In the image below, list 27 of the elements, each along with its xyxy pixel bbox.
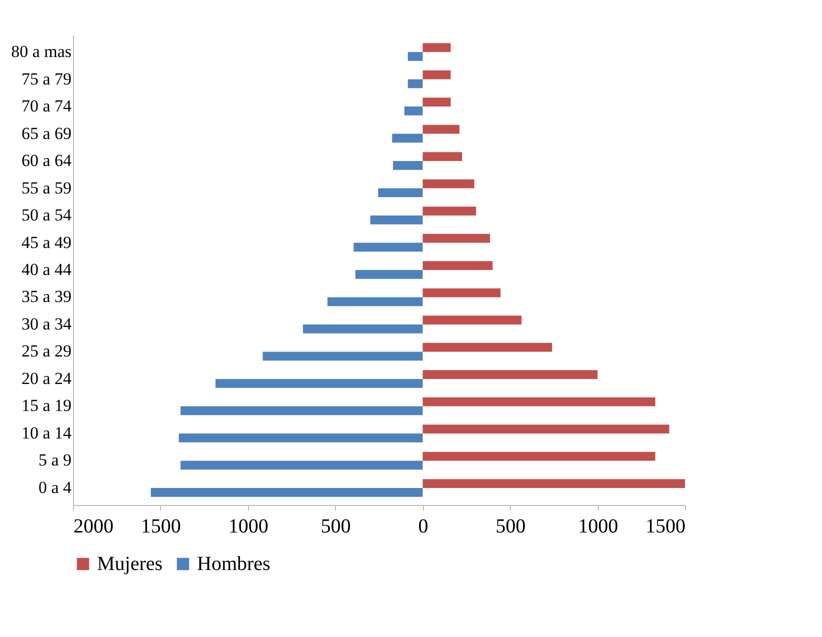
x-tick-label: 1000 (578, 516, 618, 538)
y-tick-label: 30 a 34 (21, 314, 72, 334)
y-tick-label: 0 a 4 (38, 478, 72, 497)
x-tick-label: 2000 (74, 516, 114, 538)
x-tick-label: 500 (496, 516, 526, 538)
x-tick-label: 1500 (646, 516, 686, 538)
legend-label: Mujeres (97, 553, 163, 575)
y-tick-label: 10 a 14 (21, 423, 72, 442)
x-tick-label: 0 (418, 516, 428, 538)
x-tick-label: 1500 (140, 516, 181, 538)
legend-label: Hombres (197, 553, 271, 575)
y-tick-label: 75 a 79 (21, 69, 72, 88)
y-tick-label: 35 a 39 (21, 287, 72, 306)
y-tick-label: 55 a 59 (21, 178, 72, 198)
y-tick-label: 60 a 64 (21, 151, 72, 170)
y-tick-label: 5 a 9 (38, 450, 72, 470)
y-tick-label: 70 a 74 (21, 96, 72, 116)
y-tick-label: 50 a 54 (21, 206, 72, 225)
x-tick-label: 1000 (228, 516, 268, 538)
y-tick-label: 40 a 44 (21, 260, 72, 279)
y-tick-label: 45 a 49 (21, 232, 72, 252)
y-tick-label: 65 a 69 (21, 124, 72, 143)
x-tick-label: 500 (320, 516, 351, 538)
y-tick-label: 15 a 19 (21, 396, 72, 416)
y-tick-label: 20 a 24 (21, 368, 72, 388)
y-tick-label: 25 a 29 (21, 342, 72, 361)
y-tick-label: 80 a mas (11, 42, 72, 62)
